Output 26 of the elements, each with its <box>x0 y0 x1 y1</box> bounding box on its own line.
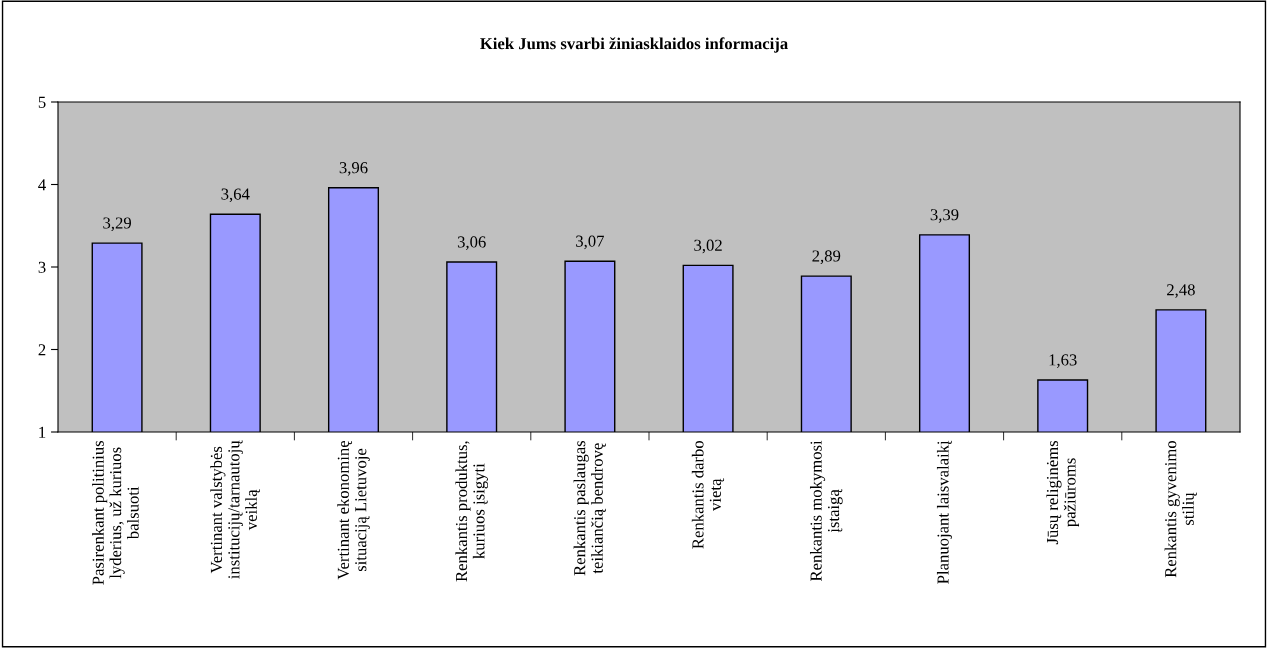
x-tick-label: Renkantis darbo vietą <box>691 440 725 549</box>
y-tick-label: 2 <box>38 344 46 356</box>
data-label: 3,64 <box>221 188 250 203</box>
data-label: 3,07 <box>576 235 604 250</box>
x-tick-label: Pasirenkant politinius lyderius, už kuriuos balsuoti <box>92 440 139 585</box>
x-tick-label: Jūsų religinėms pažiūroms <box>1046 440 1080 545</box>
data-label: 3,39 <box>930 209 959 223</box>
y-tick-label: 4 <box>38 179 46 191</box>
data-label: 2,89 <box>812 250 841 264</box>
x-tick-label: Renkantis gyvenimo stilių <box>1164 440 1197 578</box>
data-label: 3,29 <box>103 217 131 231</box>
y-tick-label: 3 <box>38 261 46 273</box>
data-label: 3,02 <box>694 239 722 254</box>
data-label: 1,63 <box>1049 354 1077 368</box>
y-tick-label: 5 <box>38 96 46 108</box>
x-tick-label: Renkantis mokymosi įstaigą <box>809 440 843 582</box>
data-label: 3,06 <box>457 236 486 250</box>
y-tick-label: 1 <box>39 426 46 438</box>
chart-title: Kiek Jums svarbi žiniasklaidos informacija <box>480 37 788 53</box>
x-tick-label: Renkantis produktus, kuriuos įsigyti <box>455 441 488 582</box>
data-label: 2,48 <box>1167 284 1195 298</box>
x-tick-label: Renkantis paslaugas teikiančią bendrovę <box>573 440 606 576</box>
x-tick-label: Vertinant ekonominę situaciją Lietuvoje <box>337 440 370 580</box>
data-label: 3,96 <box>339 162 368 176</box>
x-tick-label: Vertinant valstybės institucijų/tarnautojų veiklą <box>210 440 261 579</box>
x-tick-label: Planuojant laisvalaikį <box>936 440 953 584</box>
